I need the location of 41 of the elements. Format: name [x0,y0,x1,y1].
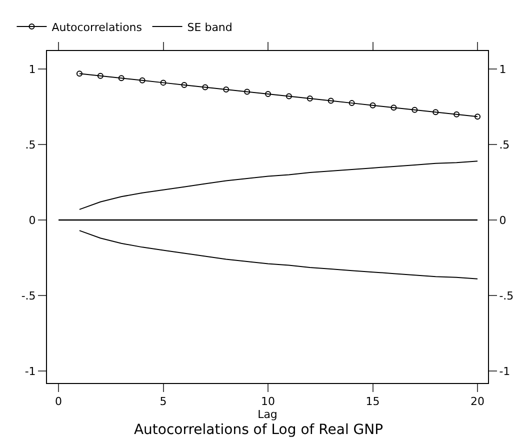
point [454,111,460,118]
point [328,98,334,104]
point [412,106,418,113]
x-axis-title: Lag [258,408,278,422]
y-tick-label: -.5 [21,289,36,302]
x-tick-label: 10 [261,395,276,408]
legend-label: SE band [187,20,232,34]
y-tick-label: 0 [28,214,36,227]
point [306,96,313,102]
y-tick-label: -1 [24,364,36,378]
y2-tick-label: 1 [499,62,506,76]
x-tick-label: 0 [55,395,62,408]
point [97,72,104,79]
point [160,80,166,86]
point [181,82,188,88]
point [370,102,376,108]
point [390,104,397,111]
y-tick-label: .5 [25,138,36,152]
line-series [78,160,478,210]
point [265,91,272,98]
point [286,93,292,100]
y2-tick-label: .5 [499,138,510,152]
legend-label: Autocorrelations [52,20,142,34]
point [244,88,250,95]
line-series [78,230,478,280]
point [474,114,481,120]
point [76,70,82,77]
x-tick-label: 15 [366,395,380,408]
y2-tick-label: -.5 [499,289,514,302]
point [432,109,439,116]
point [348,100,355,106]
point [118,75,124,82]
x-tick-label: 20 [470,395,485,408]
y-tick-label: 1 [28,62,36,76]
point [202,84,208,90]
point [139,77,146,84]
point [223,86,230,92]
y2-tick-label: -1 [499,364,510,378]
y2-tick-label: 0 [499,214,506,227]
text: Autocorrelations of Log of Real GNP [134,422,384,438]
x-tick-label: 5 [160,395,167,408]
